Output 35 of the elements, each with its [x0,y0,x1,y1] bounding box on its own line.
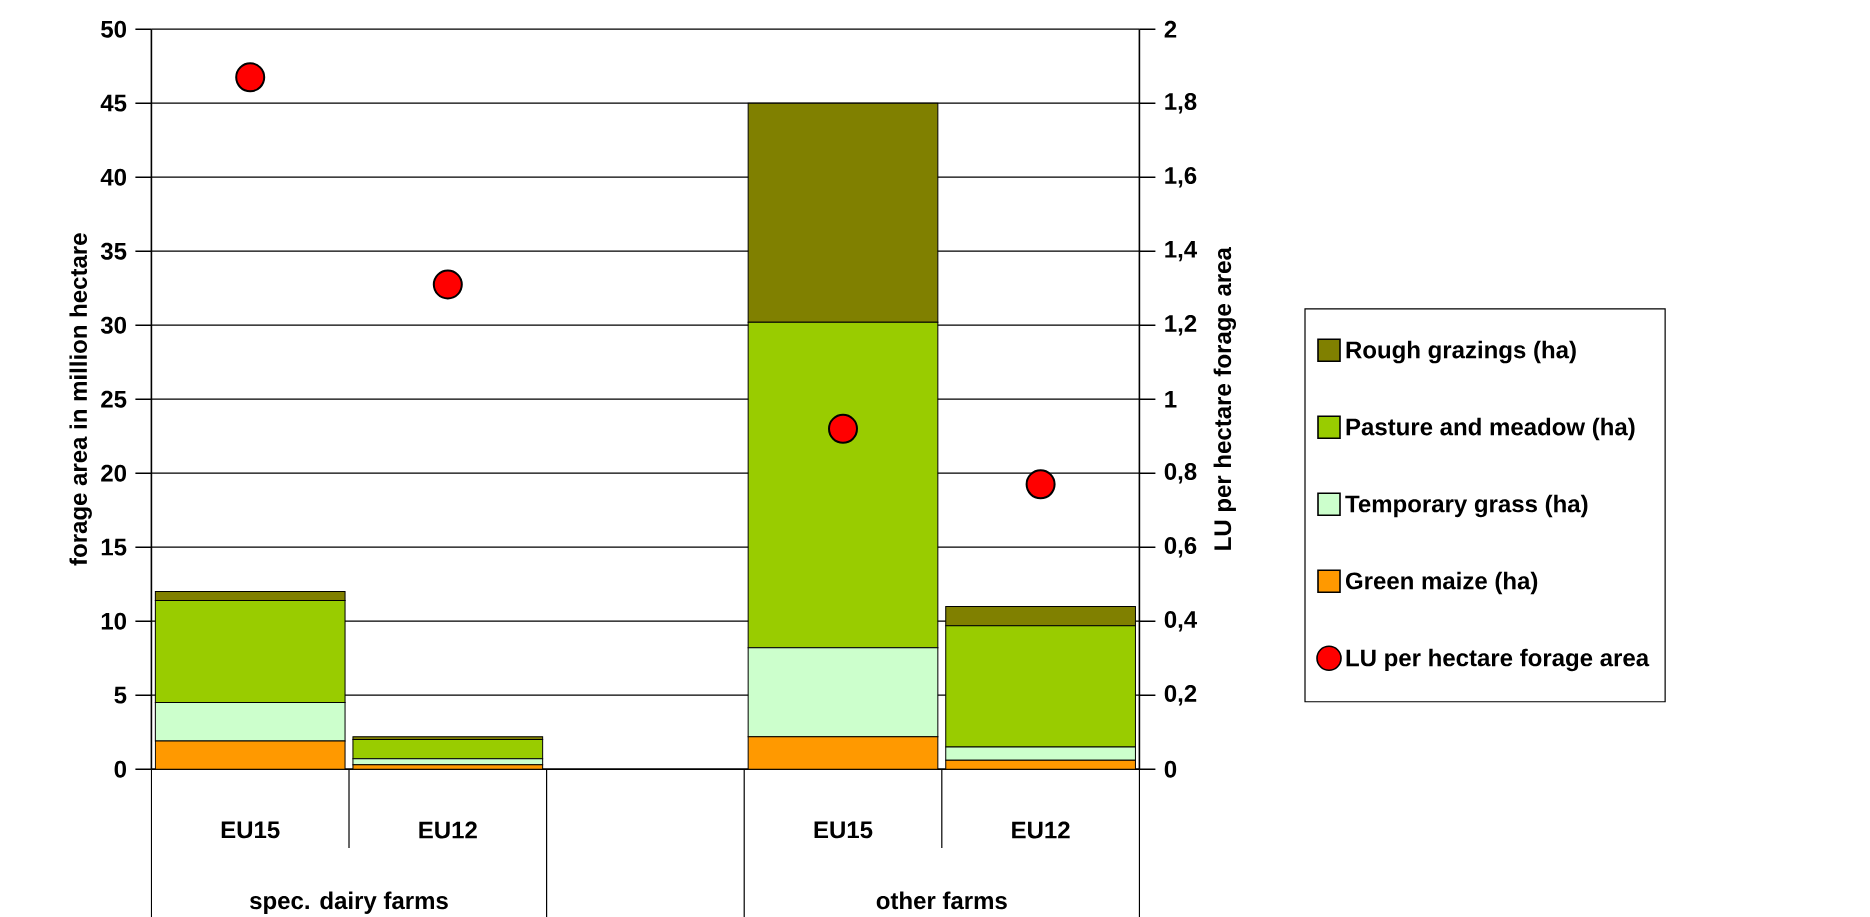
y2-tick-label: 0 [1164,760,1177,778]
text: other farms [876,891,1007,910]
text: spec. dairy farms [250,891,448,914]
legend-label: Green maize (ha) [1345,571,1538,595]
y2-tick-label: 0,8 [1164,462,1197,484]
y2-tick-label: 0,2 [1164,684,1197,706]
y-tick-label: 30 [100,316,127,334]
y-tick-label: 15 [101,538,127,556]
legend-label: Temporary grass (ha) [1345,494,1588,518]
y2-tick-label: 2 [1164,20,1177,38]
legend-label: LU per hectare forage area [1346,648,1650,672]
y-tick-label: 45 [100,94,127,112]
y-axis-title: forage area in million hectare [69,233,92,566]
x-tick-label: EU15 [221,821,280,839]
y2-tick-label: 0,4 [1164,610,1198,632]
y-tick-label: 25 [101,390,127,408]
y-tick-label: 35 [100,242,127,260]
y2-tick-label: 0,6 [1164,536,1197,558]
y2-tick-label: 1,8 [1165,92,1197,114]
x-tick-label: EU12 [419,821,477,839]
y2-axis-title: LU per hectare forage area [1213,247,1237,550]
y-tick-label: 0 [114,760,127,778]
y-tick-label: 50 [101,20,127,38]
y-tick-label: 20 [101,464,127,482]
legend-label: Pasture and meadow (ha) [1346,417,1635,441]
y2-tick-label: 1 [1165,390,1177,408]
y2-tick-label: 1,4 [1165,241,1198,262]
x-tick-label: EU15 [814,821,873,839]
x-tick-label: EU12 [1012,821,1070,839]
y-tick-label: 10 [101,612,127,630]
y2-tick-label: 1,6 [1165,166,1197,188]
y-tick-label: 5 [114,686,127,704]
legend-label: Rough grazings (ha) [1346,340,1576,364]
y2-tick-label: 1,2 [1165,314,1197,336]
y-tick-label: 40 [100,168,127,186]
